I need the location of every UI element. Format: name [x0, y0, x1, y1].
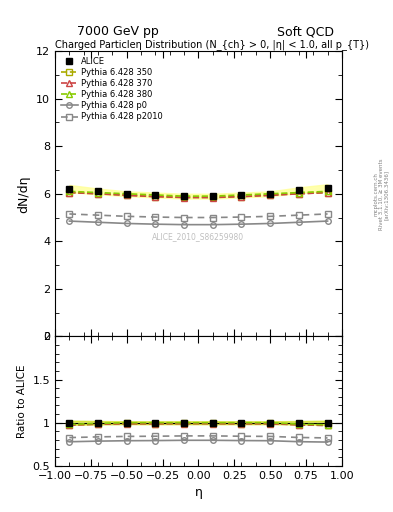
Pythia 6.428 p0: [211, 222, 215, 228]
Pythia 6.428 380: [125, 190, 129, 197]
Pythia 6.428 p2010: [297, 212, 301, 218]
Pythia 6.428 370: [125, 193, 129, 199]
ALICE: [96, 188, 101, 195]
ALICE: [268, 190, 273, 197]
Pythia 6.428 p2010: [182, 215, 187, 221]
ALICE: [153, 192, 158, 198]
Line: Pythia 6.428 380: Pythia 6.428 380: [66, 188, 331, 199]
Pythia 6.428 380: [67, 188, 72, 195]
Pythia 6.428 p2010: [239, 214, 244, 220]
Line: Pythia 6.428 350: Pythia 6.428 350: [66, 190, 331, 200]
Pythia 6.428 380: [325, 188, 330, 195]
Pythia 6.428 370: [211, 195, 215, 201]
Pythia 6.428 p0: [297, 219, 301, 225]
Pythia 6.428 370: [297, 190, 301, 197]
Pythia 6.428 350: [96, 190, 101, 197]
Pythia 6.428 p0: [325, 218, 330, 224]
Text: Charged Particleη Distribution (N_{ch} > 0, |η| < 1.0, all p_{T}): Charged Particleη Distribution (N_{ch} >…: [55, 39, 369, 50]
Y-axis label: dN/dη: dN/dη: [17, 175, 31, 212]
Line: ALICE: ALICE: [66, 184, 331, 200]
Text: 7000 GeV pp: 7000 GeV pp: [77, 26, 159, 38]
Pythia 6.428 350: [211, 194, 215, 200]
Pythia 6.428 p0: [67, 218, 72, 224]
Pythia 6.428 380: [268, 190, 273, 197]
Line: Pythia 6.428 p2010: Pythia 6.428 p2010: [66, 211, 331, 220]
Pythia 6.428 380: [239, 192, 244, 198]
ALICE: [211, 193, 215, 199]
ALICE: [239, 192, 244, 198]
Pythia 6.428 370: [67, 189, 72, 196]
Pythia 6.428 370: [268, 193, 273, 199]
Pythia 6.428 350: [268, 192, 273, 198]
Pythia 6.428 350: [239, 194, 244, 200]
Pythia 6.428 p0: [182, 222, 187, 228]
Pythia 6.428 370: [182, 195, 187, 201]
Pythia 6.428 370: [325, 189, 330, 196]
Pythia 6.428 p0: [96, 219, 101, 225]
Text: Rivet 3.1.10, ≥ 3M events: Rivet 3.1.10, ≥ 3M events: [379, 159, 384, 230]
Pythia 6.428 p0: [125, 220, 129, 226]
Legend: ALICE, Pythia 6.428 350, Pythia 6.428 370, Pythia 6.428 380, Pythia 6.428 p0, Py: ALICE, Pythia 6.428 350, Pythia 6.428 37…: [59, 55, 164, 123]
Text: [arXiv:1306.3436]: [arXiv:1306.3436]: [384, 169, 388, 220]
Line: Pythia 6.428 370: Pythia 6.428 370: [66, 190, 331, 200]
Pythia 6.428 380: [211, 193, 215, 199]
ALICE: [182, 193, 187, 199]
Pythia 6.428 p2010: [96, 212, 101, 218]
ALICE: [125, 190, 129, 197]
Text: ALICE_2010_S86259980: ALICE_2010_S86259980: [152, 232, 244, 241]
ALICE: [325, 185, 330, 191]
Pythia 6.428 370: [153, 194, 158, 200]
Pythia 6.428 p2010: [211, 215, 215, 221]
Pythia 6.428 370: [96, 190, 101, 197]
Pythia 6.428 p2010: [67, 211, 72, 217]
Y-axis label: Ratio to ALICE: Ratio to ALICE: [17, 365, 27, 438]
Pythia 6.428 380: [153, 192, 158, 198]
Pythia 6.428 350: [325, 189, 330, 196]
Pythia 6.428 380: [182, 193, 187, 199]
Pythia 6.428 p0: [239, 221, 244, 227]
Pythia 6.428 p0: [153, 221, 158, 227]
Text: Soft QCD: Soft QCD: [277, 26, 334, 38]
Pythia 6.428 p2010: [125, 214, 129, 220]
Pythia 6.428 p2010: [325, 211, 330, 217]
Pythia 6.428 350: [182, 194, 187, 200]
Pythia 6.428 p0: [268, 220, 273, 226]
X-axis label: η: η: [195, 486, 202, 499]
Pythia 6.428 380: [96, 189, 101, 196]
Pythia 6.428 350: [297, 190, 301, 197]
Pythia 6.428 p2010: [153, 214, 158, 220]
ALICE: [297, 187, 301, 193]
Pythia 6.428 p2010: [268, 214, 273, 220]
Pythia 6.428 350: [153, 194, 158, 200]
Pythia 6.428 350: [125, 192, 129, 198]
Pythia 6.428 380: [297, 189, 301, 196]
Line: Pythia 6.428 p0: Pythia 6.428 p0: [66, 218, 331, 227]
Text: mcplots.cern.ch: mcplots.cern.ch: [374, 173, 379, 217]
Pythia 6.428 350: [67, 189, 72, 196]
ALICE: [67, 185, 72, 191]
Pythia 6.428 370: [239, 194, 244, 200]
